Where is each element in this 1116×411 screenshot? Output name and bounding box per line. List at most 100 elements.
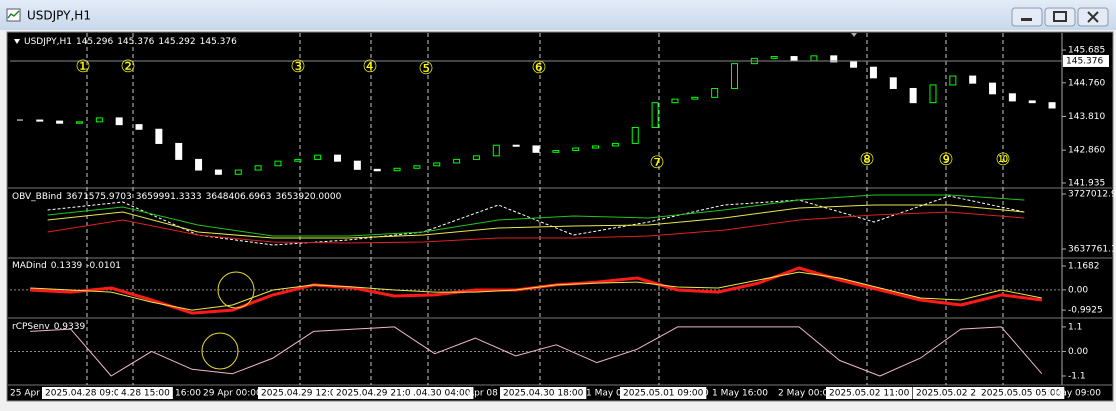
event-marker: ⑨ xyxy=(938,150,953,170)
indicator-name: OBV_BBind xyxy=(12,192,62,202)
candle xyxy=(512,144,520,147)
candle xyxy=(175,142,183,160)
candle xyxy=(36,119,44,122)
shift-marker xyxy=(851,33,857,37)
event-marker: ② xyxy=(120,57,135,77)
candle xyxy=(552,150,560,153)
time-label-box xyxy=(258,387,339,399)
y-tick-label: 0.00 xyxy=(1068,347,1088,357)
y-tick-label: 142.860 xyxy=(1068,146,1105,156)
event-lines xyxy=(86,33,1004,385)
event-marker: ③ xyxy=(290,57,305,77)
candle xyxy=(234,169,242,175)
time-label: 1 May 0 xyxy=(586,389,622,399)
candle xyxy=(453,158,461,164)
header-value: 145.376 xyxy=(200,37,237,47)
candle xyxy=(611,142,619,147)
time-label-box xyxy=(333,387,420,399)
window-icon xyxy=(6,8,21,22)
candle xyxy=(214,169,222,175)
candle xyxy=(790,56,798,62)
time-label: 2025.04.30 18:00 xyxy=(503,389,584,399)
time-label: 29 Apr 00:00 xyxy=(203,389,262,399)
close-button[interactable] xyxy=(1077,7,1109,27)
maximize-button[interactable] xyxy=(1044,7,1076,27)
candle xyxy=(889,77,897,89)
time-label-box xyxy=(500,387,587,399)
y-tick-label: 145.685 xyxy=(1068,46,1105,56)
candle xyxy=(75,121,83,124)
candle xyxy=(1048,102,1056,109)
time-label: 2025.04.29 12:0 xyxy=(261,389,336,399)
candle xyxy=(869,66,877,79)
header-value: 3653920.0000 xyxy=(275,192,341,202)
candle xyxy=(810,55,818,62)
candle xyxy=(294,158,302,162)
time-label-box xyxy=(826,387,913,399)
candle xyxy=(830,55,838,63)
event-marker: ⑦ xyxy=(649,153,664,173)
y-tick-label: 143.810 xyxy=(1068,112,1105,122)
indicator-name: rCPSenv xyxy=(12,322,50,332)
y-tick-label: -1.1 xyxy=(1068,371,1086,381)
candle xyxy=(949,75,957,86)
event-marker: ⑧ xyxy=(859,150,874,170)
highlight-circles xyxy=(201,271,255,370)
indicator-line xyxy=(30,271,1042,311)
candle xyxy=(353,160,361,170)
candle xyxy=(651,102,659,128)
candle xyxy=(730,63,738,89)
header-value: 145.292 xyxy=(158,37,195,47)
header-value: -0.0101 xyxy=(86,261,121,271)
candle xyxy=(929,84,937,104)
time-label: 2025.04.29 21:00 xyxy=(336,389,417,399)
indicator-line xyxy=(47,204,1025,239)
time-label: 4.28 15:00 xyxy=(121,389,170,399)
header-value: 0.9339 xyxy=(54,322,86,332)
y-tick-label: 3727012.9 xyxy=(1068,189,1116,199)
candle xyxy=(989,82,997,95)
time-label: 2025.04.28 09:00 xyxy=(45,389,126,399)
candle xyxy=(135,124,143,130)
last-price-label: 145.376 xyxy=(1066,56,1103,66)
time-label: 2025.05.01 09:00 xyxy=(623,389,704,399)
pane-header: USDJPY,H1 145.296 145.376 145.292 145.376 xyxy=(24,37,237,47)
candle xyxy=(1028,100,1036,104)
time-label-box xyxy=(42,387,129,399)
event-marker: ⑥ xyxy=(531,58,546,78)
candle xyxy=(572,147,580,152)
time-label-box xyxy=(978,387,1065,399)
time-label-box xyxy=(913,387,980,399)
candle xyxy=(770,56,778,59)
candle xyxy=(274,160,282,167)
last-price-box xyxy=(1063,54,1109,67)
time-label: 2025.05.02 11:00 xyxy=(829,389,910,399)
candle xyxy=(592,145,600,149)
time-label: 2 May 00:0 xyxy=(778,389,829,399)
y-tick-label: 0.00 xyxy=(1068,285,1088,295)
candle xyxy=(95,117,103,123)
candle xyxy=(314,154,322,160)
indicator-line xyxy=(30,326,1043,377)
header-value: 145.296 xyxy=(76,37,113,47)
y-tick-label: 1.1 xyxy=(1068,322,1082,332)
y-tick-label: 141.935 xyxy=(1068,178,1105,188)
separators xyxy=(8,187,1112,386)
event-marker: ⑤ xyxy=(418,59,433,79)
event-marker: ④ xyxy=(362,57,377,77)
candle xyxy=(492,144,500,157)
minimize-button[interactable] xyxy=(1011,7,1043,27)
candle xyxy=(472,155,480,160)
pane-header: rCPSenv 0.9339 xyxy=(12,322,85,332)
time-label: 1 May 16:00 xyxy=(712,389,768,399)
pane-header: MADind 0.1339 -0.0101 xyxy=(12,261,121,271)
header-value: 145.376 xyxy=(117,37,154,47)
event-marker: ⑩ xyxy=(995,150,1010,170)
time-label-box xyxy=(620,387,707,399)
time-label: 16:00 xyxy=(175,389,201,399)
candle xyxy=(850,61,858,68)
header-value: 3671575.9703 xyxy=(66,192,132,202)
header-value: 3648406.6963 xyxy=(206,192,272,202)
candle xyxy=(532,145,540,153)
candle xyxy=(334,154,342,162)
